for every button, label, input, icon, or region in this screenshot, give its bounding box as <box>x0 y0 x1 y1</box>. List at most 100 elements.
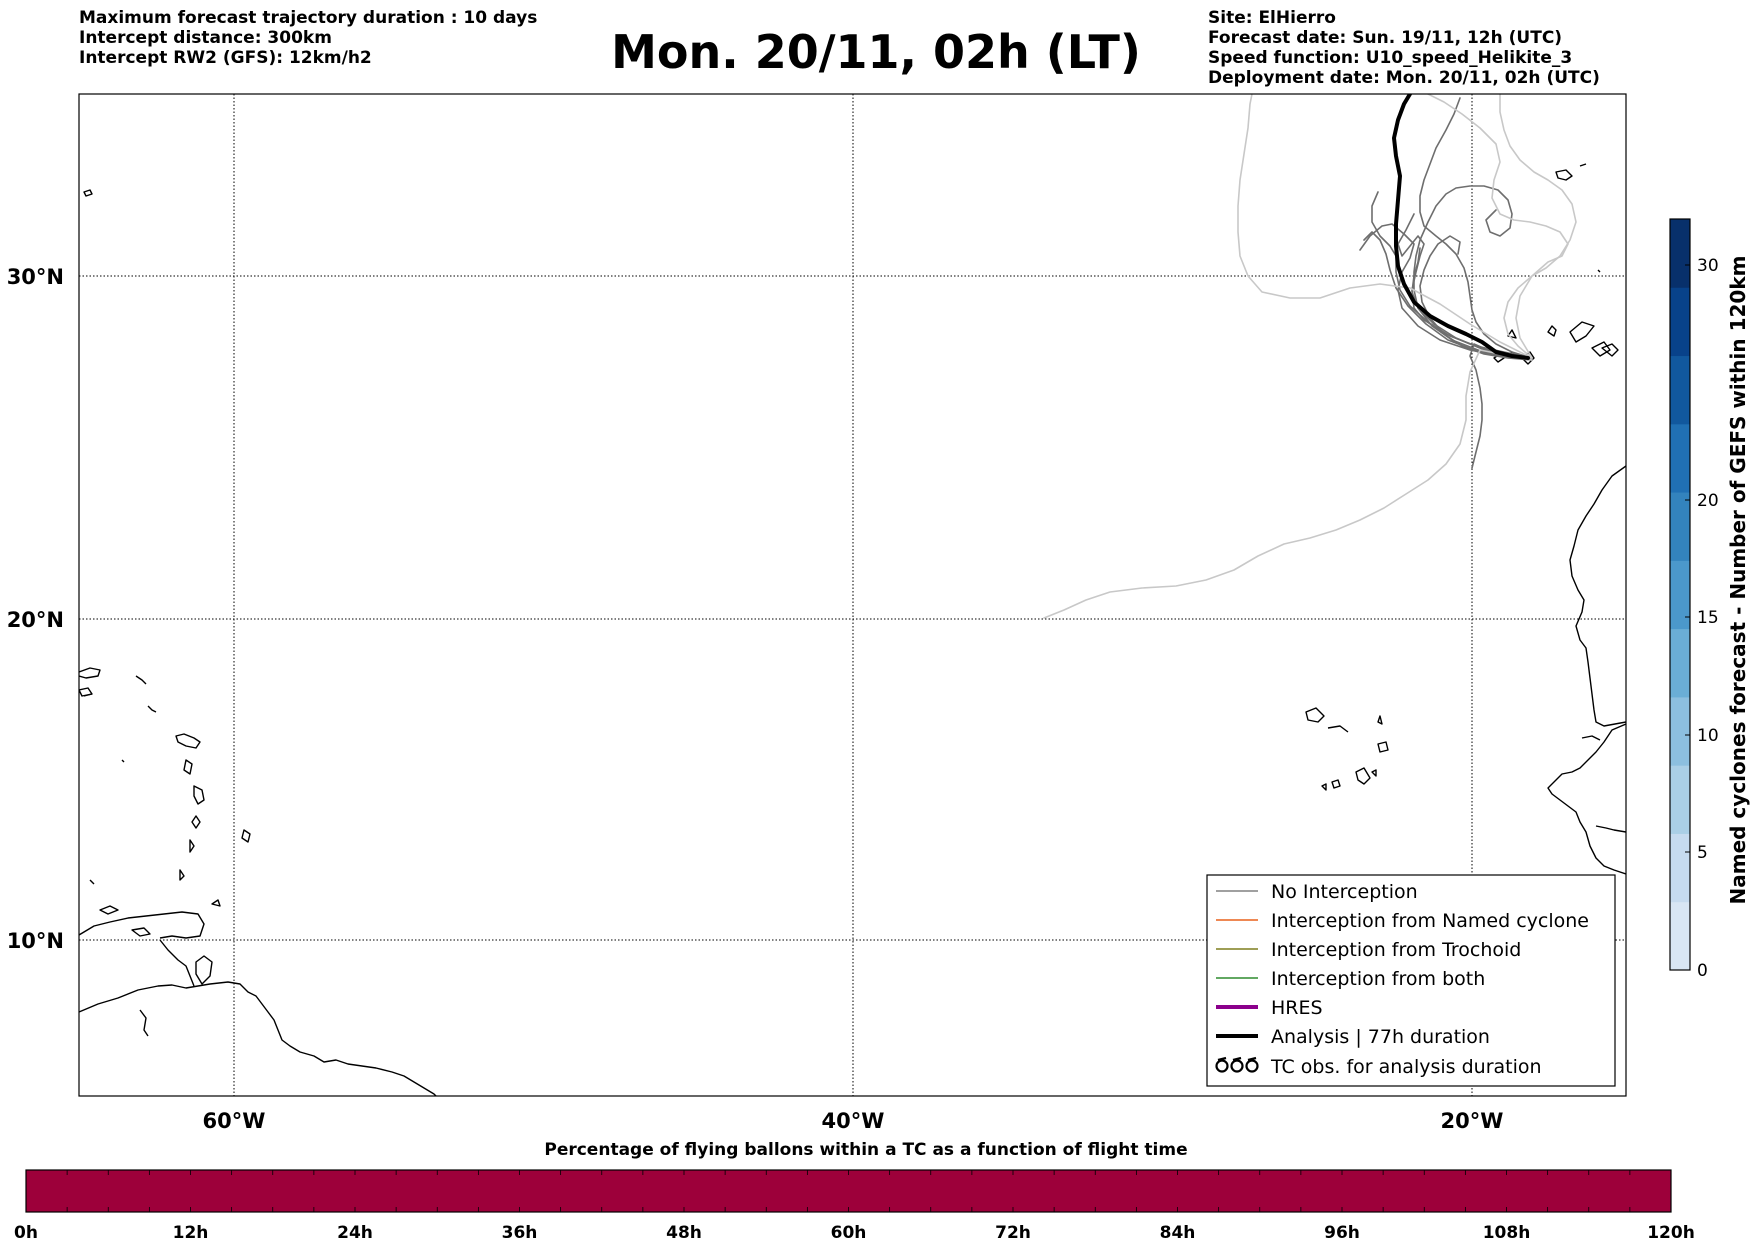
right-colorbar-cell <box>1670 287 1690 357</box>
island-west-2 <box>83 693 93 697</box>
coast-guinea-bissau <box>1595 825 1626 833</box>
legend-label-analysis: Analysis | 77h duration <box>1271 1026 1490 1048</box>
right-colorbar-cell <box>1670 492 1690 561</box>
legend-label-hres: HRES <box>1271 997 1323 1019</box>
rcb-tick-20: 20 <box>1697 491 1719 511</box>
rcb-tick-10: 10 <box>1697 726 1719 746</box>
island-canary-fuerteventura <box>1591 341 1611 357</box>
bottom-colorbar-tick-label: 72h <box>995 1223 1031 1241</box>
island-puerto-rico <box>79 667 101 679</box>
right-colorbar-cell <box>1670 833 1690 903</box>
trajectory-light <box>1043 349 1533 619</box>
bottom-colorbar-tick-label: 60h <box>831 1223 867 1241</box>
rcb-tick-0: 0 <box>1697 961 1708 981</box>
coastline-east <box>1305 163 1626 875</box>
legend-label-trochoid: Interception from Trochoid <box>1271 939 1521 961</box>
bottom-colorbar-tick-label: 12h <box>173 1223 209 1241</box>
trajectory-no-interception <box>1413 185 1533 361</box>
island-margarita <box>131 927 151 937</box>
bottom-colorbar-minor-ticks <box>66 1170 1631 1212</box>
trajectory-no-interception <box>1363 231 1533 361</box>
island-cape-verde-boa <box>1377 741 1389 753</box>
right-colorbar-cell <box>1670 219 1690 288</box>
island-madeira <box>1555 169 1573 181</box>
rcb-tick-15: 15 <box>1697 608 1719 628</box>
header-right: Site: ElHierro Forecast date: Sun. 19/11… <box>1208 8 1600 88</box>
island-guadeloupe <box>175 733 201 749</box>
island-canary-gran <box>1547 325 1557 337</box>
right-colorbar-cell <box>1670 560 1690 630</box>
deployment-date: Deployment date: Mon. 20/11, 02h (UTC) <box>1208 68 1600 88</box>
trajectory-light <box>1499 94 1577 359</box>
bottom-colorbar-bar <box>25 1169 1672 1213</box>
right-colorbar-border <box>1669 218 1691 971</box>
island-small-a <box>147 705 157 713</box>
island-canary-lapalma <box>1507 329 1517 339</box>
island-martinique <box>193 785 205 805</box>
island-cape-verde-maio <box>1371 769 1377 777</box>
island-small-c <box>89 879 95 885</box>
island-virgin <box>135 675 147 685</box>
coast-gulf-paria <box>159 939 195 987</box>
island-cape-verde-sal <box>1377 715 1383 725</box>
site-label: Site: ElHierro <box>1208 8 1336 28</box>
island-curacao <box>99 905 119 915</box>
bottom-colorbar-tick-label: 24h <box>337 1223 373 1241</box>
legend-label-both: Interception from both <box>1271 968 1485 990</box>
right-colorbar-cell <box>1670 423 1690 493</box>
forecast-date: Forecast date: Sun. 19/11, 12h (UTC) <box>1208 28 1563 48</box>
lon-labels: 60°W 40°W 20°W <box>203 1109 1504 1133</box>
island-barbados <box>241 829 251 843</box>
legend-label-no-interception: No Interception <box>1271 881 1418 903</box>
island-small-b <box>121 759 125 763</box>
right-colorbar-cell <box>1670 696 1690 766</box>
max-trajectory-duration: Maximum forecast trajectory duration : 1… <box>79 8 538 28</box>
island-bermuda <box>83 189 93 197</box>
island-cape-verde-fogo <box>1331 779 1341 789</box>
coast-trinidad <box>195 955 213 985</box>
intercept-rw2: Intercept RW2 (GFS): 12km/h2 <box>79 48 372 68</box>
coast-west-africa <box>1569 465 1626 727</box>
island-cape-verde-santo <box>1305 707 1325 723</box>
lat-label-10n: 10°N <box>7 929 64 953</box>
trajectories-light <box>1043 94 1577 619</box>
bottom-colorbar-tick-label: 0h <box>14 1223 38 1241</box>
coast-venezuela-north <box>79 911 205 939</box>
legend-label-tc-obs: TC obs. for analysis duration <box>1270 1056 1542 1078</box>
right-colorbar-cells <box>1670 219 1690 971</box>
legend: No Interception Interception from Named … <box>1206 874 1616 1087</box>
coast-south-america <box>79 981 437 1096</box>
bottom-colorbar-tick-label: 96h <box>1324 1223 1360 1241</box>
island-tobago <box>211 899 221 907</box>
bottom-colorbar: Percentage of flying ballons within a TC… <box>14 1140 1695 1241</box>
speed-function: Speed function: U10_speed_Helikite_3 <box>1208 48 1573 68</box>
trajectory-light <box>1427 94 1569 359</box>
island-small-e <box>1597 269 1601 273</box>
legend-box <box>1206 874 1616 1087</box>
island-cape-verde-sn <box>1327 725 1349 733</box>
analysis-track <box>1392 94 1530 360</box>
bottom-colorbar-tick-label: 48h <box>666 1223 702 1241</box>
right-colorbar-ticks: 0 5 10 15 20 30 <box>1685 256 1719 981</box>
right-colorbar-cell <box>1670 628 1690 698</box>
lat-label-30n: 30°N <box>7 265 64 289</box>
island-canary-east <box>1601 343 1619 357</box>
lon-label-20w: 20°W <box>1441 1109 1504 1133</box>
lon-label-40w: 40°W <box>822 1109 885 1133</box>
island-cape-verde-santiago <box>1355 767 1371 785</box>
island-small-d <box>139 1009 149 1037</box>
bottom-colorbar-tick-label: 108h <box>1483 1223 1531 1241</box>
legend-label-named-cyclone: Interception from Named cyclone <box>1271 910 1589 932</box>
island-porto-santo <box>1579 163 1587 167</box>
right-colorbar: 0 5 10 15 20 30 Named cyclones forecast … <box>1669 218 1750 981</box>
bottom-colorbar-tick-label: 120h <box>1647 1223 1695 1241</box>
intercept-distance: Intercept distance: 300km <box>79 28 332 48</box>
island-st-lucia <box>191 815 201 829</box>
coastline-west <box>79 189 437 1096</box>
island-grenada <box>179 869 185 881</box>
island-st-vincent <box>189 839 195 853</box>
right-colorbar-cell <box>1670 355 1690 425</box>
right-colorbar-label: Named cyclones forecast - Number of GEFS… <box>1726 256 1750 905</box>
rcb-tick-30: 30 <box>1697 256 1719 276</box>
